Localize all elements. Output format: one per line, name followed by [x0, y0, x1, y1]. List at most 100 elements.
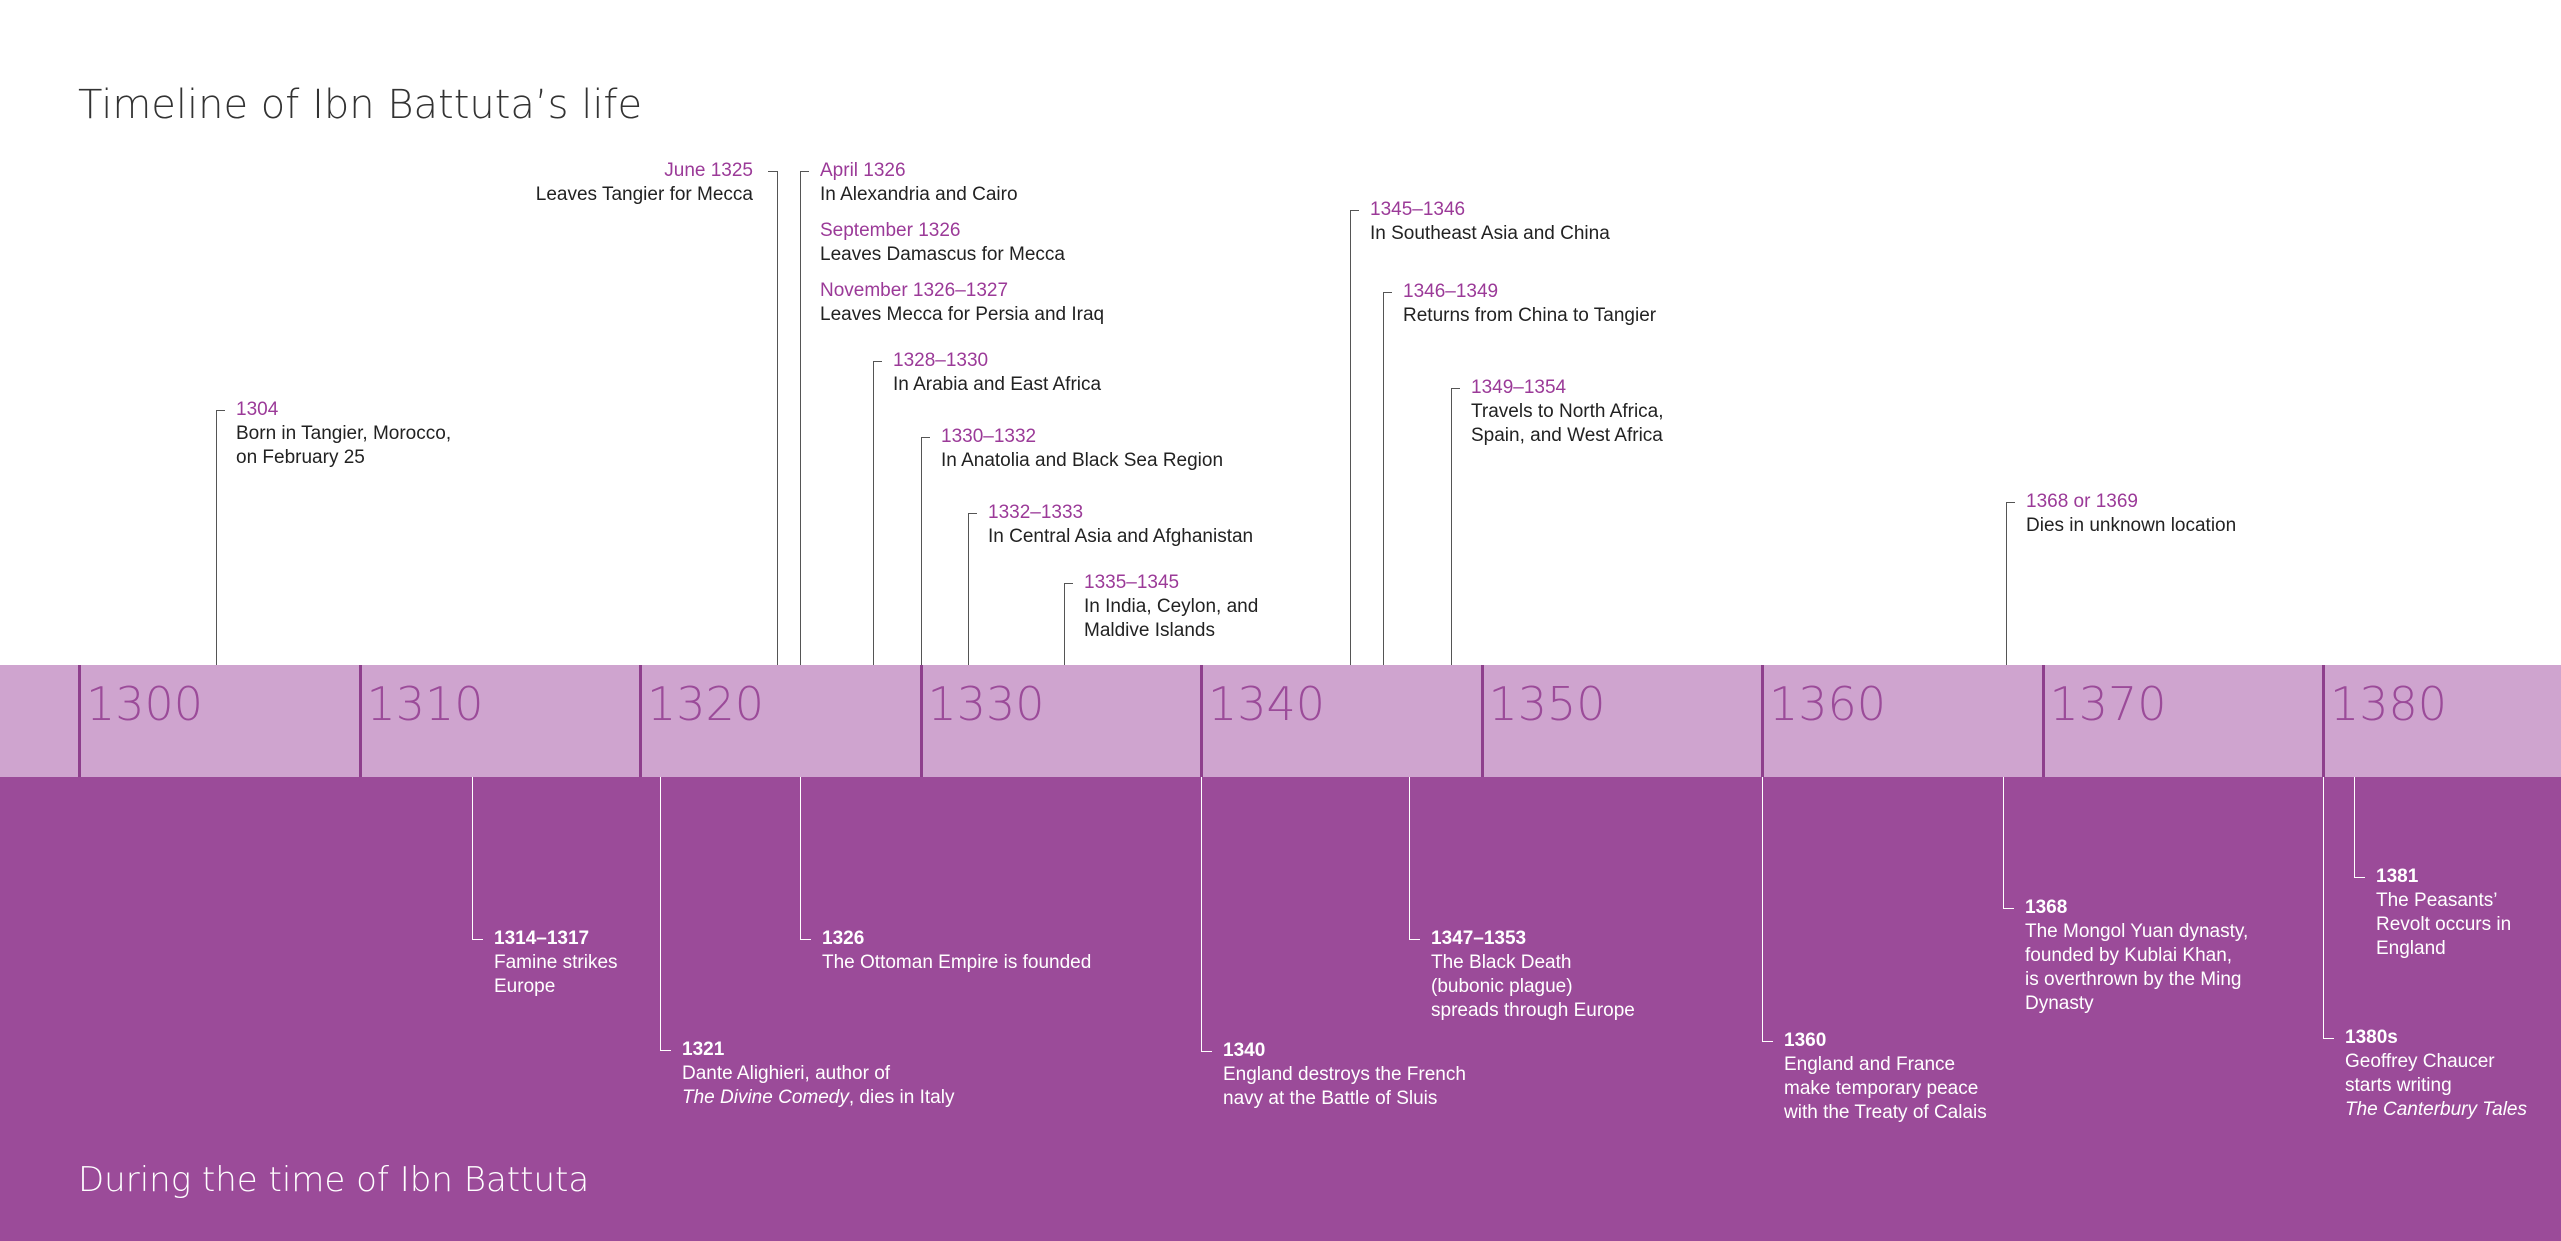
event-italic-title: The Divine Comedy: [682, 1087, 849, 1108]
connector-hook: [1451, 388, 1460, 389]
life-event: April 1326 In Alexandria and Cairo Septemb…: [820, 159, 1104, 327]
connector-line: [1383, 292, 1384, 665]
connector-line: [777, 171, 778, 665]
connector-hook: [660, 1050, 671, 1051]
event-date: 1381: [2376, 866, 2419, 887]
connector-hook: [2006, 502, 2015, 503]
decade-tick: [1200, 665, 1203, 777]
connector-hook: [800, 939, 811, 940]
connector-hook: [1409, 939, 1420, 940]
event-date: September 1326: [820, 220, 961, 241]
event-text-after: , dies in Italy: [848, 1087, 955, 1108]
life-event: 1345–1346 In Southeast Asia and China: [1370, 198, 1610, 246]
life-event: 1335–1345 In India, Ceylon, and Maldive I…: [1084, 571, 1258, 643]
event-text: Travels to North Africa, Spain, and West…: [1471, 401, 1664, 446]
decade-label: 1340: [1208, 677, 1326, 731]
event-text: The Ottoman Empire is founded: [822, 952, 1092, 973]
event-date: 1347–1353: [1431, 928, 1527, 949]
decade-label: 1330: [927, 677, 1045, 731]
event-text: In Central Asia and Afghanistan: [988, 526, 1254, 547]
event-date: June 1325: [664, 160, 753, 181]
event-date: 1360: [1784, 1030, 1827, 1051]
event-date: 1368: [2025, 897, 2068, 918]
event-text: Leaves Mecca for Persia and Iraq: [820, 304, 1105, 325]
decade-label: 1310: [366, 677, 484, 731]
decade-label: 1380: [2330, 677, 2448, 731]
event-date: 1380s: [2345, 1027, 2398, 1048]
event-spacer: [820, 207, 1104, 219]
connector-line: [921, 437, 922, 665]
decade-label: 1320: [647, 677, 765, 731]
connector-line: [800, 171, 801, 665]
connector-hook: [1201, 1051, 1212, 1052]
connector-line: [2006, 502, 2007, 665]
connector-line: [2003, 777, 2004, 908]
connector-hook: [2323, 1038, 2334, 1039]
event-text: In Alexandria and Cairo: [820, 184, 1018, 205]
event-date: 1335–1345: [1084, 572, 1180, 593]
life-event: 1349–1354 Travels to North Africa, Spain,…: [1471, 376, 1664, 448]
event-text: England destroys the French navy at the …: [1223, 1064, 1466, 1109]
event-spacer: [820, 267, 1104, 279]
world-event: 1368 The Mongol Yuan dynasty, founded by …: [2025, 896, 2248, 1016]
world-event: 1381 The Peasants’ Revolt occurs in Engla…: [2376, 865, 2511, 961]
connector-line: [1451, 388, 1452, 665]
event-text: The Black Death (bubonic plague) spreads…: [1431, 952, 1635, 1021]
connector-hook: [1064, 583, 1073, 584]
event-text: Returns from China to Tangier: [1403, 305, 1657, 326]
decade-tick: [639, 665, 642, 777]
connector-hook: [472, 939, 483, 940]
life-event: 1368 or 1369 Dies in unknown location: [2026, 490, 2236, 538]
connector-hook: [768, 171, 777, 172]
connector-line: [216, 410, 217, 665]
decade-tick: [2041, 665, 2045, 777]
connector-hook: [968, 513, 977, 514]
event-text: In Southeast Asia and China: [1370, 223, 1610, 244]
event-text: England and France make temporary peace …: [1784, 1054, 1987, 1123]
connector-line: [1201, 777, 1202, 1051]
event-date: April 1326: [820, 160, 906, 181]
world-event: 1321 Dante Alighieri, author of The Divine…: [682, 1038, 954, 1110]
event-date: 1321: [682, 1039, 725, 1060]
decade-label: 1370: [2049, 677, 2167, 731]
life-event: 1332–1333 In Central Asia and Afghanistan: [988, 501, 1253, 549]
event-date: 1349–1354: [1471, 377, 1567, 398]
connector-hook: [2003, 908, 2014, 909]
world-event: 1340 England destroys the French navy at …: [1223, 1039, 1466, 1111]
life-event: June 1325 Leaves Tangier for Mecca: [536, 159, 753, 207]
decade-tick: [78, 665, 81, 777]
decade-tick: [1761, 665, 1764, 777]
connector-line: [1762, 777, 1763, 1041]
event-text: Born in Tangier, Morocco, on February 25: [236, 423, 452, 468]
event-text: Leaves Damascus for Mecca: [820, 244, 1065, 265]
world-event: 1360 England and France make temporary pe…: [1784, 1029, 1987, 1125]
connector-hook: [921, 437, 930, 438]
event-text: In India, Ceylon, and Maldive Islands: [1084, 596, 1259, 641]
event-date: November 1326–1327: [820, 280, 1009, 301]
event-date: 1340: [1223, 1040, 1266, 1061]
connector-line: [1409, 777, 1410, 939]
event-text: Geoffrey Chaucer starts writing: [2345, 1051, 2495, 1096]
world-event: 1314–1317 Famine strikes Europe: [494, 927, 618, 999]
connector-line: [800, 777, 801, 939]
event-date: 1328–1330: [893, 350, 989, 371]
event-text: In Arabia and East Africa: [893, 374, 1102, 395]
connector-line: [1064, 583, 1065, 665]
event-date: 1326: [822, 928, 865, 949]
connector-line: [1350, 210, 1351, 665]
decade-tick: [358, 665, 362, 777]
event-text: The Peasants’ Revolt occurs in England: [2376, 890, 2512, 959]
event-text: Dies in unknown location: [2026, 515, 2237, 536]
event-text: The Mongol Yuan dynasty, founded by Kubl…: [2025, 921, 2249, 1014]
decade-label: 1300: [86, 677, 204, 731]
event-date: 1332–1333: [988, 502, 1084, 523]
event-date: 1330–1332: [941, 426, 1037, 447]
decade-tick: [2322, 665, 2325, 777]
event-text: Dante Alighieri, author of: [682, 1063, 891, 1084]
decade-band: [0, 665, 2561, 777]
decade-label: 1350: [1488, 677, 1606, 731]
connector-hook: [873, 361, 882, 362]
world-events-title: During the time of Ibn Battuta: [78, 1160, 590, 1200]
event-italic-title: The Canterbury Tales: [2345, 1099, 2528, 1120]
world-event: 1347–1353 The Black Death (bubonic plague…: [1431, 927, 1635, 1023]
